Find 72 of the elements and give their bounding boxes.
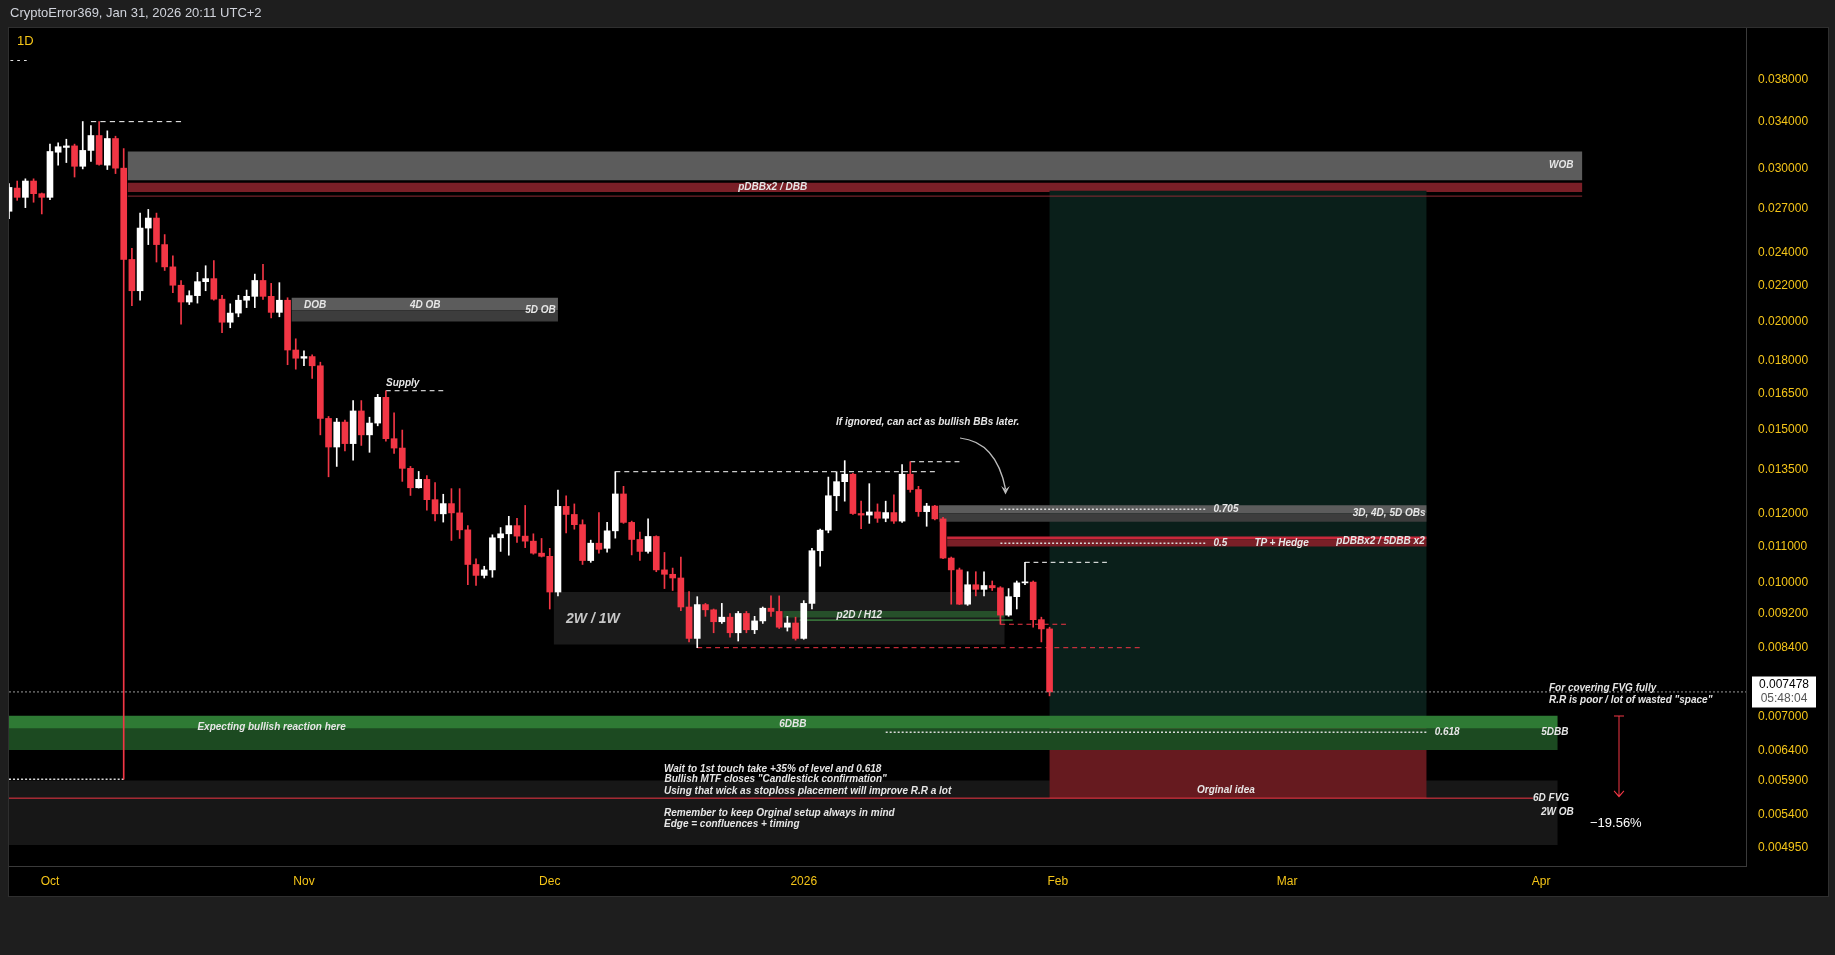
y-tick-label: 0.024000: [1758, 245, 1809, 260]
y-tick-label: 0.010000: [1758, 574, 1809, 589]
y-tick-label: 0.016500: [1758, 386, 1809, 401]
candlestick: [562, 495, 570, 534]
candlestick: [972, 571, 980, 597]
annotation: 6D FVG: [1532, 791, 1570, 803]
x-tick-label: Dec: [539, 873, 561, 888]
annotation: 2W OB: [1541, 805, 1574, 818]
annotation: - - -: [10, 52, 28, 66]
x-tick-label: Nov: [293, 873, 315, 888]
x-tick-label: 2026: [790, 873, 818, 888]
y-tick-label: 0.007000: [1758, 709, 1809, 724]
annotation: p2D / H12: [835, 608, 883, 620]
y-tick-label: 0.011000: [1758, 538, 1808, 553]
annotation: Bullish MTF closes "Candlestick confirmation": [664, 773, 888, 785]
annotation: 5D OB: [525, 304, 556, 316]
annotation: 0.5: [1213, 536, 1228, 548]
candlestick: [390, 412, 398, 454]
y-tick-label: 0.030000: [1758, 161, 1809, 176]
annotation: 0.618: [1434, 725, 1461, 737]
y-tick-label: 0.012000: [1758, 506, 1809, 521]
annotation: 5DBB: [1541, 726, 1569, 738]
annotation: TP + Hedge: [1254, 536, 1310, 548]
candlestick: [947, 556, 955, 605]
x-tick-label: Feb: [1047, 873, 1069, 888]
annotation: Supply: [386, 377, 420, 389]
candlestick: [521, 505, 529, 548]
annotation: Edge = confluences + timing: [664, 817, 800, 830]
y-tick-label: 0.038000: [1758, 72, 1809, 87]
y-tick-label: 0.034000: [1758, 113, 1809, 128]
y-tick-label: 0.018000: [1758, 353, 1809, 368]
y-tick-label: 0.006400: [1758, 742, 1809, 757]
y-tick-label: 0.009200: [1758, 606, 1809, 621]
y-tick-label: 0.005900: [1758, 773, 1809, 788]
annotation: Orginal idea: [1197, 783, 1255, 796]
annotation: Expecting bullish reaction here: [197, 721, 347, 733]
candlestick: [300, 350, 308, 367]
y-tick-label: 0.027000: [1758, 200, 1809, 215]
annotation: 2W / 1W: [566, 609, 620, 626]
y-tick-label: 0.015000: [1758, 422, 1809, 437]
annotation: Remember to keep Orginal setup always in mind: [664, 806, 895, 819]
ref-line-label: 0.007478 05:48:04: [1758, 677, 1810, 706]
annotation: pDBBx2 / 5DBB x2: [1335, 534, 1426, 546]
annotation: For covering FVG fully: [1549, 682, 1657, 694]
annotation: DOB: [304, 299, 327, 311]
x-tick-label: Mar: [1276, 873, 1298, 888]
y-tick-label: 0.005400: [1758, 806, 1809, 821]
annotation: 0.705: [1213, 502, 1239, 514]
y-tick-label: 0.013500: [1758, 461, 1809, 476]
annotation: pDBBx2 / DBB: [737, 180, 808, 192]
candlestick: [120, 148, 128, 780]
annotation: Using that wick as stoploss placement will improve R.R a lot: [664, 784, 952, 797]
candlestick: [718, 603, 726, 624]
y-tick-label: 0.004950: [1758, 839, 1809, 854]
x-tick-label: Apr: [1531, 873, 1551, 888]
annotation: WOB: [1549, 159, 1574, 171]
candlestick: [980, 571, 988, 597]
annotation: Wait to 1st touch take +35% of level and 0.618: [664, 762, 882, 774]
y-tick-label: 0.008400: [1758, 640, 1809, 655]
annotation: R.R is poor / lot of wasted "space": [1549, 693, 1713, 706]
candlestick: [595, 512, 603, 554]
candlestick: [767, 595, 775, 617]
annotation: If ignored, can act as bullish BBs later.: [836, 416, 1020, 428]
y-tick-label: 0.022000: [1758, 277, 1809, 292]
x-tick-label: Oct: [40, 873, 60, 888]
chart-subtitle: CryptoError369, Jan 31, 2026 20:11 UTC+2: [10, 5, 262, 20]
text: 1D: [17, 33, 34, 48]
annotation: −19.56%: [1590, 814, 1642, 830]
annotation: 6DBB: [779, 718, 807, 730]
annotation: 3D, 4D, 5D OBs: [1352, 506, 1426, 518]
y-tick-label: 0.020000: [1758, 313, 1809, 328]
annotation: 4D OB: [410, 299, 441, 311]
